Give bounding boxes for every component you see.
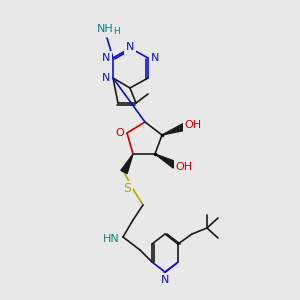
Text: HN: HN xyxy=(103,234,119,244)
Polygon shape xyxy=(162,124,185,135)
Text: N: N xyxy=(102,73,110,83)
Text: NH: NH xyxy=(97,24,113,34)
Polygon shape xyxy=(121,154,133,174)
Text: OH: OH xyxy=(184,120,202,130)
Text: N: N xyxy=(126,42,134,52)
Polygon shape xyxy=(155,154,177,168)
Text: H: H xyxy=(112,28,119,37)
Text: N: N xyxy=(161,275,169,285)
Text: O: O xyxy=(116,128,124,138)
Text: S: S xyxy=(123,182,131,196)
Text: OH: OH xyxy=(176,162,193,172)
Text: N: N xyxy=(102,53,110,63)
Text: N: N xyxy=(151,53,159,63)
